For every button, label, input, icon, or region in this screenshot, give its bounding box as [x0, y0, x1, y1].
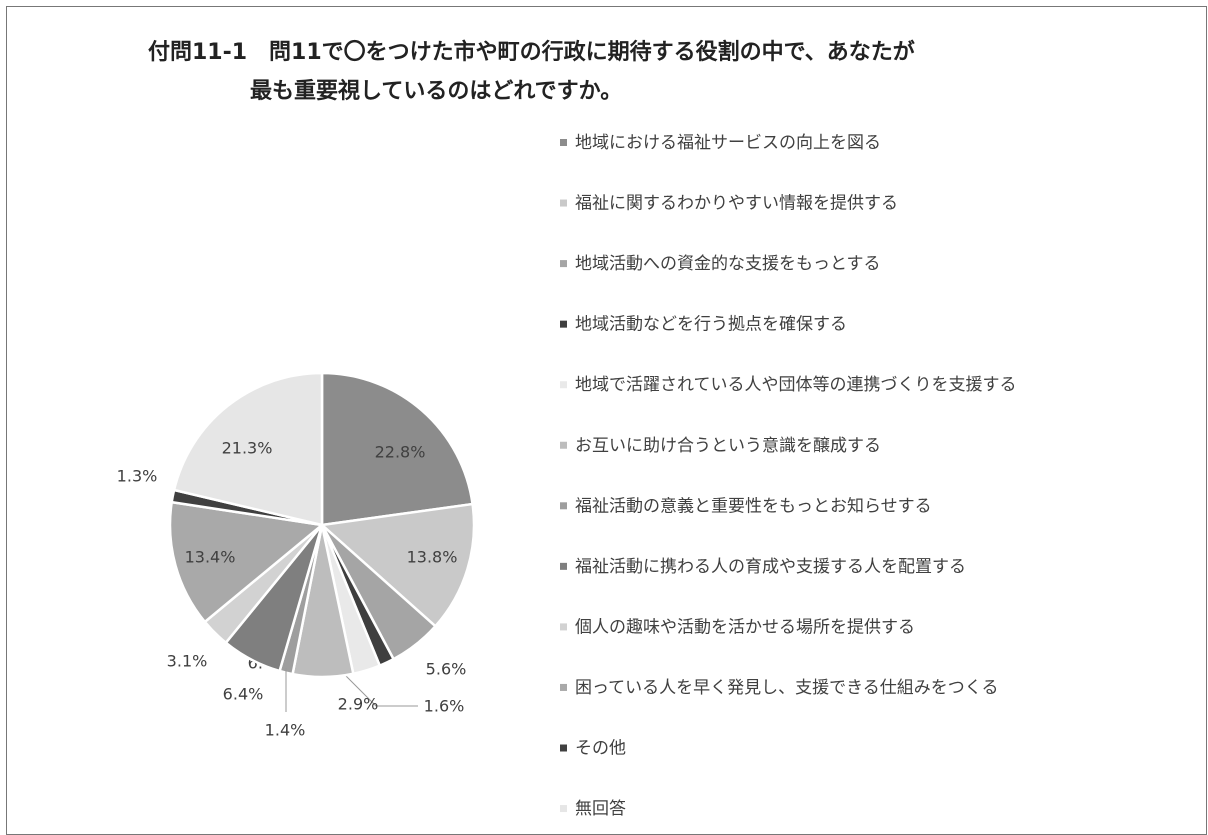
pie-slice: [319, 502, 476, 628]
legend-label: 福祉活動に携わる人の育成や支援する人を配置する: [575, 557, 966, 577]
legend-swatch: [560, 381, 567, 389]
legend-label: 無回答: [575, 799, 626, 819]
legend-swatch: [560, 623, 567, 631]
legend-swatch: [560, 260, 567, 268]
legend-label: 地域における福祉サービスの向上を図る: [575, 133, 881, 153]
legend-swatch: [560, 320, 567, 328]
legend-label: 地域活動などを行う拠点を確保する: [575, 315, 847, 335]
legend-label: 困っている人を早く発見し、支援できる仕組みをつくる: [575, 678, 998, 698]
data-label: 2.9%: [338, 695, 379, 714]
legend-label: 地域で活躍されている人や団体等の連携づくりを支援する: [575, 375, 1017, 395]
pie-slice: [172, 371, 324, 527]
legend-label: その他: [575, 739, 626, 759]
chart-title: 付問11-1 問11で〇をつけた市や町の行政に期待する役割の中で、あなたが: [148, 39, 915, 65]
data-label: 6.4%: [223, 685, 264, 704]
data-label: 1.4%: [265, 721, 306, 740]
data-label: 5.6%: [426, 660, 467, 679]
pie-slice: [320, 371, 474, 527]
data-label: 1.6%: [424, 697, 465, 716]
pie-slice: [168, 500, 325, 624]
legend-label: お互いに助け合うという意識を醸成する: [575, 436, 881, 456]
data-label: 21.3%: [222, 439, 273, 458]
data-label: 1.3%: [117, 467, 158, 486]
chart-title: 最も重要視しているのはどれですか。: [250, 79, 622, 104]
data-label: 13.4%: [185, 548, 236, 567]
legend-swatch: [560, 683, 567, 691]
legend-swatch: [560, 502, 567, 510]
legend-swatch: [560, 562, 567, 570]
data-label: 3.1%: [167, 652, 208, 671]
legend-label: 福祉活動の意義と重要性をもっとお知らせする: [575, 496, 932, 516]
legend-swatch: [560, 744, 567, 752]
legend-label: 地域活動への資金的な支援をもっとする: [575, 254, 881, 274]
legend-swatch: [560, 805, 567, 813]
legend-label: 福祉に関するわかりやすい情報を提供する: [575, 194, 898, 214]
legend-swatch: [560, 139, 567, 146]
data-label: 22.8%: [375, 443, 426, 462]
frame: [6, 6, 1207, 835]
legend-swatch: [560, 199, 567, 207]
legend-swatch: [560, 441, 567, 449]
legend-label: 個人の趣味や活動を活かせる場所を提供する: [575, 617, 915, 637]
data-label: 13.8%: [407, 548, 458, 567]
